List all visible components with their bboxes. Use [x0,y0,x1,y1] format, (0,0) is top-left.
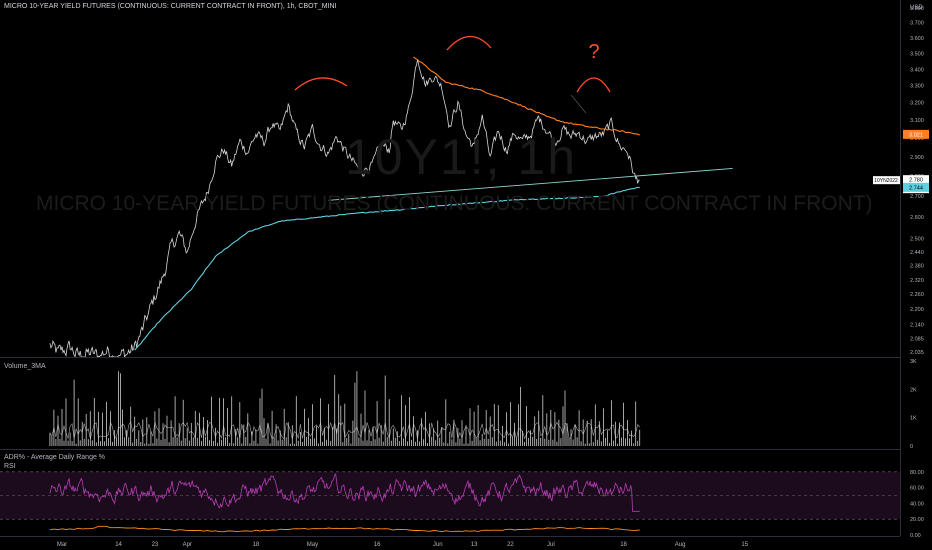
price-line [49,59,640,359]
chart-title: MICRO 10-YEAR YIELD FUTURES (CONTINUOUS:… [4,3,337,10]
y-tick-label: 3.000 [910,136,924,142]
y-tick-label: 3.500 [910,51,924,57]
adr-pane-label: ADR% - Average Daily Range % [4,454,106,461]
rsi-tick-label: 60.00 [910,486,924,492]
y-tick-label: 2.500 [910,237,924,243]
y-tick-label: 2.140 [910,322,924,328]
volume-tick-label: 3K [910,359,917,365]
y-tick-label: 3.100 [910,118,924,124]
y-tick-label: 2.900 [910,155,924,161]
price-pane: ? [49,35,733,359]
resistance-price-tag: 3.021 [909,132,923,138]
sma-line [134,186,640,351]
y-tick-label: 2.085 [910,337,924,343]
y-tick-label: 2.440 [910,250,924,256]
y-tick-label: 2.600 [910,215,924,221]
adr-line [49,525,640,533]
y-tick-label: 3.400 [910,67,924,73]
y-axis-unit: USD [910,5,923,11]
pointer-stroke [570,94,587,114]
rsi-line [49,473,640,512]
resistance-line [413,56,640,136]
x-tick-label: 18 [620,542,627,548]
y-tick-label: 2.380 [910,264,924,270]
left-shoulder-arc [294,77,348,91]
watermark-name: MICRO 10-YEAR YIELD FUTURES (CONTINUOUS:… [36,192,873,215]
contract-tag: 10YN2022 [874,178,898,184]
x-tick-label: Jun [433,542,443,548]
right-shoulder-arc [576,77,611,93]
trend-line [328,167,733,201]
y-tick-label: 3.200 [910,101,924,107]
y-tick-label: 3.800 [910,6,924,12]
watermark-symbol: 10Y1!, 1h [345,129,578,185]
volume-tick-label: 2K [910,387,917,393]
x-tick-label: 16 [374,542,381,548]
x-tick-label: 23 [152,542,159,548]
question-mark: ? [588,41,599,63]
y-tick-label: 3.600 [910,36,924,42]
x-tick-label: 14 [115,542,122,548]
head-arc [446,35,492,51]
rsi-tick-label: 80.00 [910,470,924,476]
y-tick-label: 2.320 [910,278,924,284]
rsi-tick-label: 40.00 [910,501,924,507]
x-tick-label: 15 [741,542,748,548]
x-tick-label: Mar [57,542,67,548]
x-tick-label: 13 [471,542,478,548]
rsi-tick-label: 20.00 [910,517,924,523]
x-tick-label: 18 [253,542,260,548]
current-price-tag: 2.780 [909,178,923,184]
rsi-tick-label: 0.00 [910,533,921,539]
y-tick-label: 2.260 [910,292,924,298]
y-tick-label: 3.700 [910,21,924,27]
y-tick-label: 2.200 [910,307,924,313]
resistance-price-tag-bg [903,129,929,139]
x-tick-label: May [307,542,318,548]
y-tick-label: 2.700 [910,194,924,200]
sma-price-tag-bg [903,182,929,192]
volume-pane [49,371,641,446]
x-tick-label: 22 [507,542,514,548]
x-tick-label: Jul [547,542,555,548]
sma-price-tag: 2.744 [909,185,923,191]
x-tick-label: Apr [183,542,192,548]
y-tick-label: 3.300 [910,84,924,90]
volume-tick-label: 1K [910,416,917,422]
rsi-pane-label: RSI [4,463,16,470]
rsi-pane [0,471,900,533]
contract-tag-bg [873,176,900,185]
volume-ma-line [49,421,640,440]
x-tick-label: Aug [675,542,686,548]
volume-tick-label: 0 [910,444,913,450]
y-tick-label: 2.035 [910,350,924,356]
volume-pane-label: Volume_3MA [4,363,46,370]
